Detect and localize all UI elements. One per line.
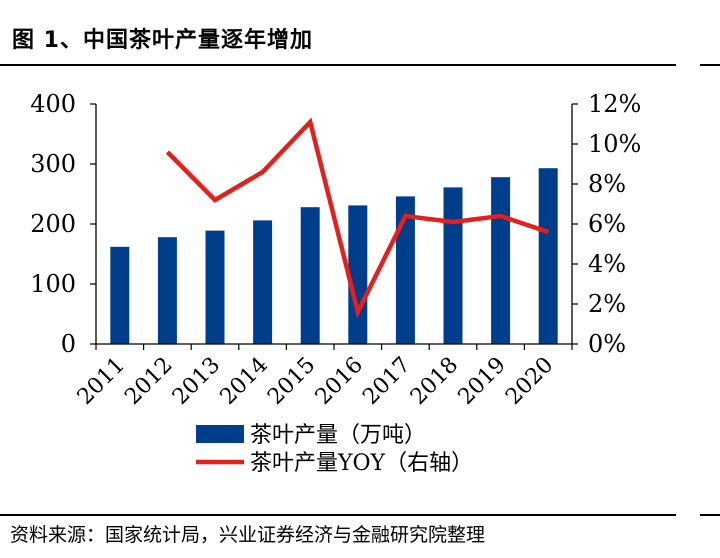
bar-2014	[253, 220, 273, 344]
y-tick-label-left: 100	[30, 270, 76, 298]
y-tick-label-right: 10%	[588, 130, 641, 158]
bar-2016	[348, 205, 368, 344]
legend-label-bar: 茶叶产量（万吨）	[250, 423, 426, 448]
y-tick-label-right: 0%	[588, 330, 626, 358]
bar-2011	[110, 246, 130, 344]
chart-title: 图 1、中国茶叶产量逐年增加	[12, 28, 313, 53]
x-tick-label-2012: 2012	[120, 353, 177, 410]
x-tick-label-2019: 2019	[454, 353, 511, 410]
bar-2018	[443, 187, 463, 344]
legend-swatch-bar	[196, 425, 244, 443]
yoy-line	[165, 117, 549, 319]
bottom-divider	[0, 514, 676, 516]
bar-2017	[395, 196, 415, 344]
bar-2019	[491, 177, 511, 344]
y-tick-label-right: 6%	[588, 210, 626, 238]
y-tick-label-right: 2%	[588, 290, 626, 318]
bar-2015	[300, 207, 320, 344]
y-tick-label-left: 0	[61, 330, 76, 358]
x-tick-label-2020: 2020	[501, 353, 558, 410]
x-tick-label-2011: 2011	[73, 353, 130, 410]
x-tick-label-2018: 2018	[406, 353, 463, 410]
bar-2012	[157, 237, 177, 344]
bar-2020	[538, 168, 558, 344]
x-tick-label-2015: 2015	[263, 353, 320, 410]
top-divider	[0, 64, 676, 66]
y-tick-label-left: 200	[30, 210, 76, 238]
y-tick-label-right: 12%	[588, 90, 641, 118]
bottom-divider-right	[700, 514, 720, 516]
x-tick-label-2017: 2017	[358, 353, 415, 410]
x-tick-label-2016: 2016	[311, 353, 368, 410]
y-tick-label-right: 4%	[588, 250, 626, 278]
legend-label-line: 茶叶产量YOY（右轴）	[250, 451, 473, 476]
top-divider-right	[700, 64, 720, 66]
bar-2013	[205, 230, 225, 344]
x-tick-label-2013: 2013	[168, 353, 225, 410]
x-tick-label-2014: 2014	[216, 353, 273, 410]
y-tick-label-right: 8%	[588, 170, 626, 198]
y-tick-label-left: 300	[30, 150, 76, 178]
y-tick-label-left: 400	[30, 90, 76, 118]
source-note: 资料来源：国家统计局，兴业证券经济与金融研究院整理	[10, 524, 486, 546]
